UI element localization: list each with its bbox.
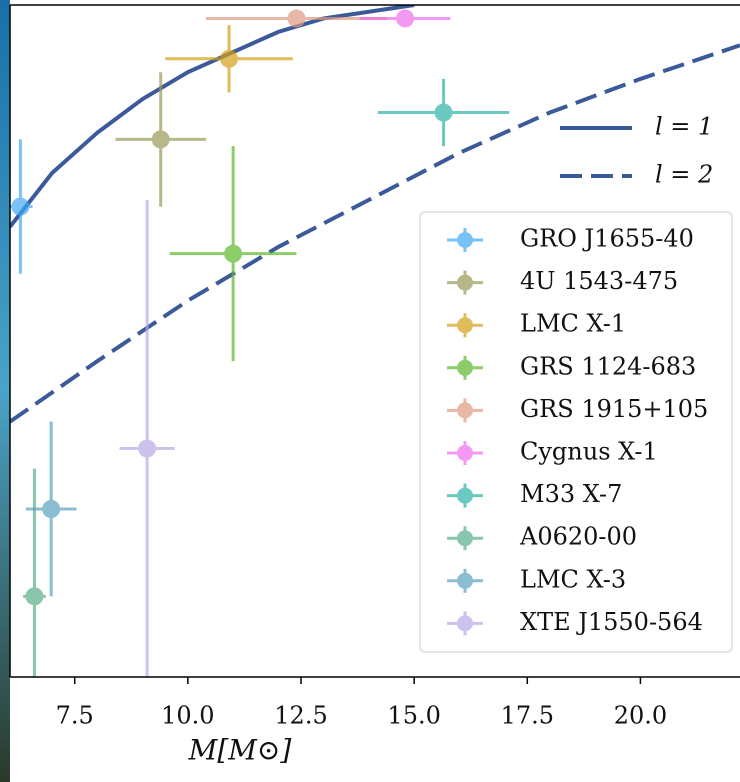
data-point-group <box>359 9 451 28</box>
data-point <box>396 9 415 28</box>
legend-label: A0620-00 <box>519 523 637 551</box>
legend-marker-dot <box>457 530 473 547</box>
data-point <box>151 130 170 149</box>
data-point-group <box>25 421 77 597</box>
legend-label: M33 X-7 <box>520 480 622 508</box>
x-tick-label: 10.0 <box>161 702 214 730</box>
legend-marker <box>447 228 483 252</box>
data-point-group <box>115 72 206 207</box>
legend: GRO J1655-40 4U 1543-475 LMC X-1 GRS 1124-6… <box>447 225 708 636</box>
legend-label: LMC X-3 <box>520 565 626 593</box>
legend-label: GRS 1915+105 <box>520 395 708 423</box>
legend-marker-dot <box>457 359 473 376</box>
x-tick-label: 7.5 <box>56 702 94 730</box>
legend-box <box>419 211 733 653</box>
legend-marker-dot <box>457 615 473 632</box>
curve <box>10 43 740 424</box>
image-edge <box>0 0 10 782</box>
data-point-group <box>377 78 510 147</box>
legend-marker <box>447 526 483 551</box>
legend-marker <box>447 568 483 593</box>
data-point-group <box>169 146 297 362</box>
x-tick-label: 20.0 <box>614 702 667 730</box>
data-point <box>25 587 44 606</box>
x-axis-label: M[M⊙] <box>188 734 292 767</box>
data-point <box>220 49 239 68</box>
x-tick-label: 15.0 <box>387 702 440 730</box>
data-point <box>434 103 453 122</box>
data-point-group <box>10 139 33 274</box>
data-point <box>287 9 306 28</box>
legend-marker-dot <box>457 402 473 419</box>
data-point <box>42 500 61 518</box>
x-tick-label: 17.5 <box>501 702 554 730</box>
axes: 7.5 10.0 12.5 15.0 17.5 20.0 <box>56 677 667 730</box>
legend-marker <box>447 270 483 295</box>
data-point <box>224 244 243 263</box>
legend-label: XTE J1550-564 <box>520 608 703 636</box>
legend-marker-dot <box>457 572 473 589</box>
data-point-group <box>165 25 293 93</box>
legend-label: GRO J1655-40 <box>520 225 694 253</box>
legend-label: Cygnus X-1 <box>520 438 658 466</box>
legend-marker <box>447 355 483 380</box>
legend-marker <box>447 483 483 508</box>
x-tick-label: 12.5 <box>274 702 327 730</box>
legend-marker <box>447 313 483 338</box>
legend-label: l = 2 <box>655 161 713 189</box>
legend-label: GRS 1124-683 <box>520 352 696 380</box>
legend-marker <box>447 398 483 423</box>
data-point-group <box>119 199 175 677</box>
data-point-group <box>23 468 46 677</box>
curve <box>10 5 415 228</box>
data-point <box>11 197 30 216</box>
legend-marker-dot <box>457 487 473 504</box>
plot-area <box>10 5 740 677</box>
legend-label: 4U 1543-475 <box>520 267 678 295</box>
legend-marker-dot <box>457 445 473 461</box>
legend-label: LMC X-1 <box>520 310 626 338</box>
legend-marker-dot <box>457 274 473 291</box>
data-point <box>138 439 157 458</box>
legend-marker-dot <box>457 232 473 248</box>
legend-marker <box>447 441 483 465</box>
data-point-group <box>205 9 387 28</box>
legend-marker <box>447 611 483 636</box>
legend-label: l = 1 <box>655 113 713 141</box>
legend-marker-dot <box>457 317 473 334</box>
